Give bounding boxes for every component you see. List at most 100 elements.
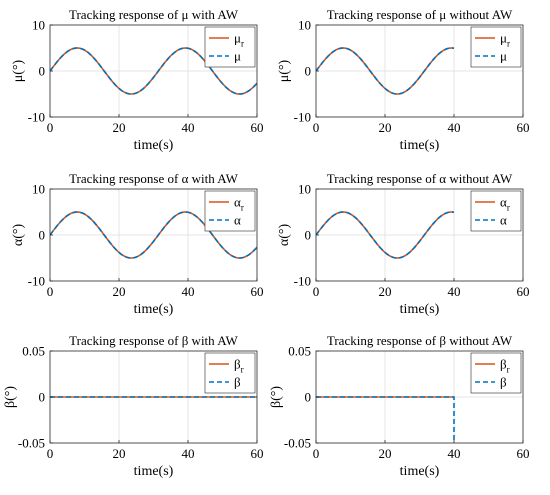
legend-label: μ xyxy=(234,49,241,64)
legend-subscript: r xyxy=(507,39,510,49)
x-tick-label: 20 xyxy=(113,284,126,299)
y-axis-label: μ(°) xyxy=(11,59,26,82)
y-tick-label: 0 xyxy=(39,390,46,405)
y-tick-label: -0.05 xyxy=(284,436,311,451)
legend-symbol: μ xyxy=(500,31,507,46)
x-tick-label: 40 xyxy=(182,284,195,299)
x-tick-label: 20 xyxy=(113,120,126,135)
legend-label: β xyxy=(234,375,241,390)
legend-subscript: r xyxy=(241,203,244,213)
x-axis-label: time(s) xyxy=(134,302,174,317)
x-tick-label: 0 xyxy=(47,120,54,135)
legend: βrβ xyxy=(470,352,522,394)
y-axis-label: β(°) xyxy=(3,386,18,408)
y-tick-label: 0 xyxy=(305,228,312,243)
series-line-response xyxy=(316,396,455,443)
legend-subscript: r xyxy=(507,365,510,375)
x-axis-label: time(s) xyxy=(400,138,440,153)
legend-label: α xyxy=(234,213,241,228)
x-tick-label: 60 xyxy=(517,446,530,461)
legend-symbol: α xyxy=(234,213,241,228)
legend: μrμ xyxy=(470,26,522,68)
legend-label: βr xyxy=(234,357,244,375)
x-tick-label: 40 xyxy=(448,120,461,135)
y-tick-label: -0.05 xyxy=(18,436,45,451)
y-tick-label: 0.05 xyxy=(288,344,311,359)
x-tick-label: 60 xyxy=(517,120,530,135)
x-axis-label: time(s) xyxy=(400,464,440,479)
x-tick-label: 60 xyxy=(251,446,264,461)
y-tick-label: 10 xyxy=(32,182,45,197)
y-tick-label: 0 xyxy=(305,64,312,79)
legend-label: αr xyxy=(234,195,244,213)
legend-symbol: α xyxy=(500,213,507,228)
x-axis-label: time(s) xyxy=(134,464,174,479)
legend-label: μr xyxy=(234,31,244,49)
legend-box xyxy=(470,26,522,68)
y-tick-label: 0.05 xyxy=(22,344,45,359)
plot-title: Tracking response of μ without AW xyxy=(327,7,513,22)
legend-subscript: r xyxy=(241,39,244,49)
x-tick-label: 20 xyxy=(379,446,392,461)
y-tick-label: -10 xyxy=(28,274,45,289)
x-tick-label: 40 xyxy=(448,446,461,461)
x-tick-label: 0 xyxy=(313,446,320,461)
legend-box xyxy=(470,190,522,232)
plot-title: Tracking response of β with AW xyxy=(69,333,238,348)
y-tick-label: -10 xyxy=(294,274,311,289)
x-tick-label: 0 xyxy=(47,446,54,461)
x-tick-label: 40 xyxy=(182,446,195,461)
y-tick-label: 10 xyxy=(298,18,311,33)
plot-title: Tracking response of α without AW xyxy=(327,171,513,186)
x-tick-label: 0 xyxy=(313,284,320,299)
x-tick-label: 0 xyxy=(313,120,320,135)
legend-box xyxy=(204,190,256,232)
legend-subscript: r xyxy=(507,203,510,213)
legend-symbol: μ xyxy=(500,49,507,64)
legend-symbol: β xyxy=(234,357,241,372)
legend-box xyxy=(204,352,256,394)
legend-box xyxy=(470,352,522,394)
x-axis-label: time(s) xyxy=(400,302,440,317)
y-tick-label: 10 xyxy=(32,18,45,33)
y-axis-label: α(°) xyxy=(277,224,292,247)
legend-symbol: β xyxy=(500,375,507,390)
legend-symbol: α xyxy=(234,195,241,210)
y-tick-label: 0 xyxy=(39,64,46,79)
y-tick-label: 10 xyxy=(298,182,311,197)
legend-label: βr xyxy=(500,357,510,375)
series-line-response xyxy=(316,47,455,95)
legend: βrβ xyxy=(204,352,256,394)
x-tick-label: 20 xyxy=(379,284,392,299)
x-tick-label: 20 xyxy=(379,120,392,135)
x-tick-label: 60 xyxy=(251,120,264,135)
legend-label: α xyxy=(500,213,507,228)
legend: αrα xyxy=(470,190,522,232)
y-axis-label: β(°) xyxy=(269,386,284,408)
legend-box xyxy=(204,26,256,68)
legend-label: β xyxy=(500,375,507,390)
x-tick-label: 40 xyxy=(448,284,461,299)
legend-label: αr xyxy=(500,195,510,213)
x-axis-label: time(s) xyxy=(134,138,174,153)
y-axis-label: α(°) xyxy=(11,224,26,247)
legend: αrα xyxy=(204,190,256,232)
legend-label: μr xyxy=(500,31,510,49)
plot-title: Tracking response of α with AW xyxy=(69,171,239,186)
series-line-response xyxy=(50,47,257,95)
legend-symbol: α xyxy=(500,195,507,210)
legend: μrμ xyxy=(204,26,256,68)
x-tick-label: 20 xyxy=(113,446,126,461)
legend-symbol: μ xyxy=(234,49,241,64)
y-axis-label: μ(°) xyxy=(277,59,292,82)
legend-subscript: r xyxy=(241,365,244,375)
y-tick-label: 0 xyxy=(39,228,46,243)
legend-symbol: β xyxy=(234,375,241,390)
series-line-response xyxy=(316,211,455,259)
x-tick-label: 60 xyxy=(251,284,264,299)
